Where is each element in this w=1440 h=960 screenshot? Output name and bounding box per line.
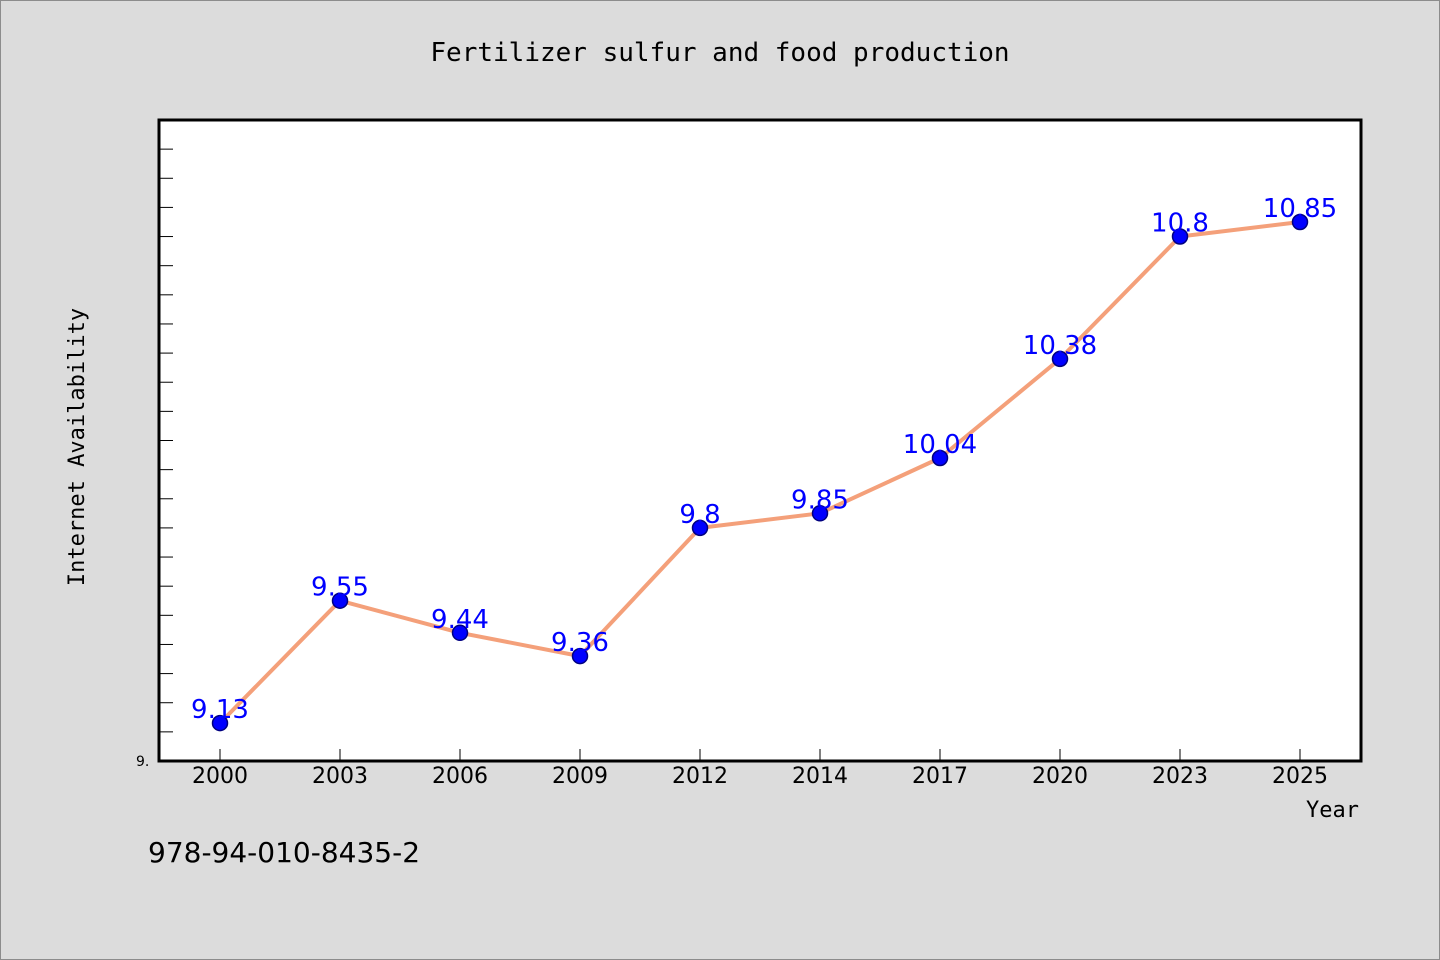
data-label: 10.8 (1151, 209, 1209, 239)
data-point (451, 624, 469, 642)
y-tick-label: 9. (136, 754, 149, 770)
data-point (331, 592, 349, 609)
data-label: 10.38 (1023, 331, 1097, 361)
data-point (1291, 213, 1309, 231)
x-tick-label: 2009 (552, 764, 608, 789)
data-point (811, 505, 829, 522)
data-label: 10.85 (1263, 194, 1337, 224)
data-label: 10.04 (903, 430, 977, 460)
x-tick-label: 2014 (792, 764, 848, 789)
data-point (1171, 228, 1189, 245)
x-tick-label: 2025 (1272, 764, 1328, 789)
plot-area (157, 118, 1363, 763)
y-ticks (159, 148, 173, 733)
x-tick-label: 2023 (1152, 764, 1208, 789)
data-label: 9.85 (791, 485, 849, 515)
data-label: 9.36 (551, 628, 609, 658)
isbn-text: 978-94-010-8435-2 (148, 836, 421, 869)
x-tick-label: 2020 (1032, 764, 1088, 789)
x-ticks: 2000 2003 2006 2009 2012 2014 2017 2020 2023 2025 (192, 749, 1328, 789)
x-axis-label: Year (1306, 798, 1359, 823)
data-point (691, 519, 709, 537)
data-point (931, 449, 949, 467)
series-line (218, 220, 1301, 725)
data-label: 9.8 (679, 500, 720, 530)
data-markers (211, 213, 1309, 732)
x-tick-label: 2003 (312, 764, 368, 789)
data-label: 9.55 (311, 573, 369, 603)
x-tick-label: 2017 (912, 764, 968, 789)
x-tick-label: 2006 (432, 764, 488, 789)
x-tick-label: 2012 (672, 764, 728, 789)
data-point (211, 714, 229, 732)
data-label: 9.13 (191, 695, 249, 725)
data-labels: 9.13 9.55 9.44 9.36 9.8 9.85 10.04 10.38 10.8 10.… (191, 194, 1337, 725)
x-tick-label: 2000 (192, 764, 248, 789)
chart-title: Fertilizer sulfur and food production (430, 38, 1009, 68)
data-point (571, 647, 589, 665)
data-label: 9.44 (431, 605, 489, 635)
y-axis-label: Internet Availability (65, 308, 90, 586)
data-point (1051, 350, 1069, 368)
